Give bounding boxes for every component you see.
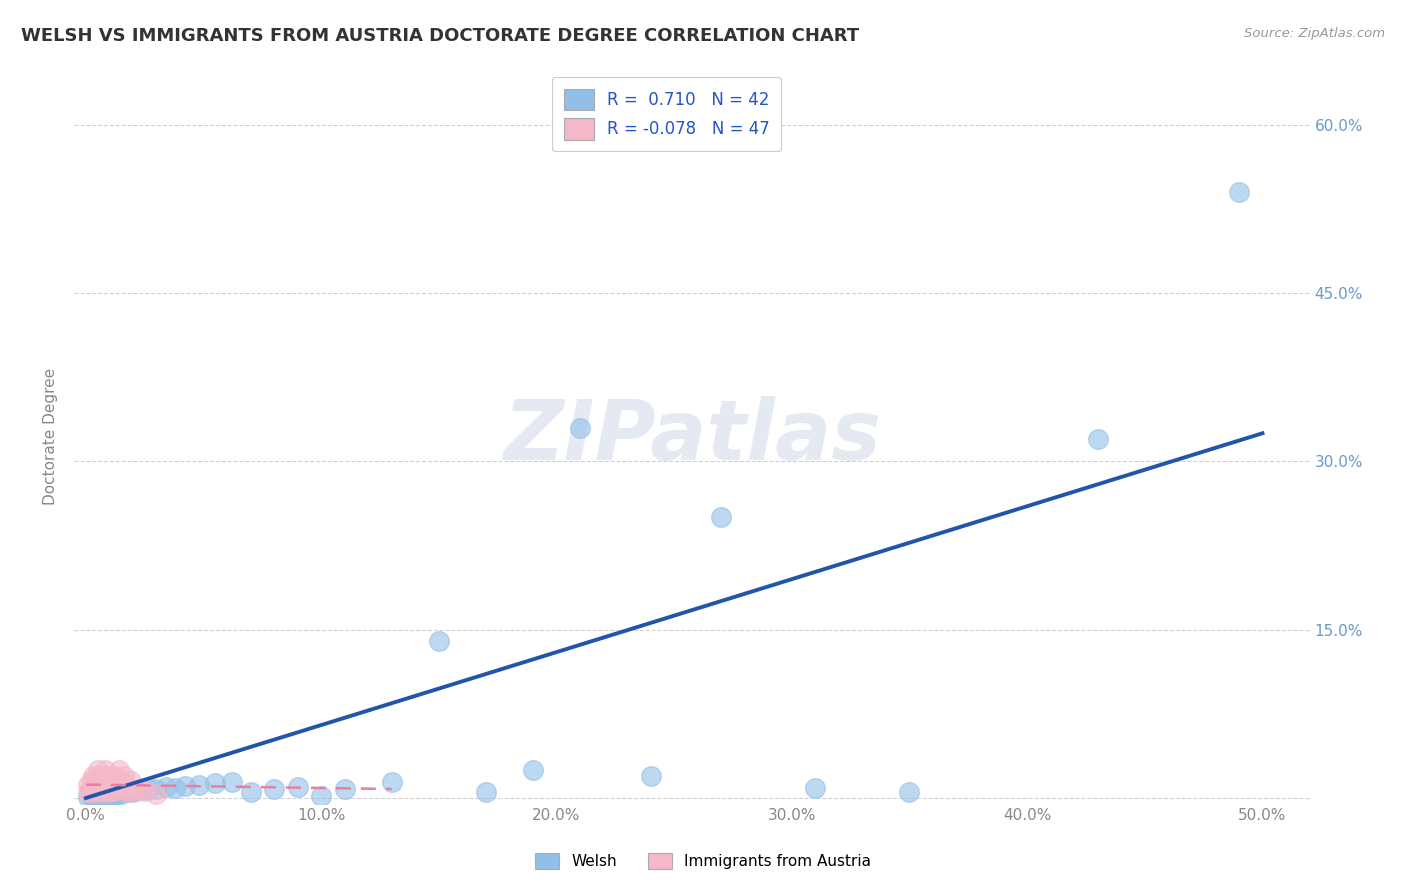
Point xyxy=(1227,185,1250,199)
Point xyxy=(427,633,450,648)
Point xyxy=(89,780,111,794)
Point xyxy=(110,774,132,789)
Point xyxy=(263,782,285,797)
Point xyxy=(86,774,108,789)
Point xyxy=(134,784,156,798)
Point xyxy=(117,780,139,794)
Point xyxy=(145,782,167,797)
Point xyxy=(569,420,592,434)
Point xyxy=(93,763,115,777)
Point xyxy=(91,771,114,785)
Point xyxy=(155,780,177,794)
Point xyxy=(82,783,104,797)
Point xyxy=(98,778,121,792)
Point xyxy=(77,778,100,792)
Point xyxy=(96,788,118,802)
Point xyxy=(105,778,128,792)
Point xyxy=(115,785,138,799)
Point xyxy=(124,784,146,798)
Point xyxy=(107,780,129,794)
Point xyxy=(122,785,145,799)
Point xyxy=(120,774,142,789)
Point xyxy=(96,768,118,782)
Point xyxy=(640,768,662,782)
Text: Source: ZipAtlas.com: Source: ZipAtlas.com xyxy=(1244,27,1385,40)
Point xyxy=(89,768,111,782)
Point xyxy=(309,789,332,803)
Legend: R =  0.710   N = 42, R = -0.078   N = 47: R = 0.710 N = 42, R = -0.078 N = 47 xyxy=(553,77,782,152)
Point xyxy=(204,776,226,790)
Point xyxy=(239,785,262,799)
Point xyxy=(173,779,195,793)
Point xyxy=(86,789,108,804)
Point xyxy=(287,780,309,794)
Point xyxy=(82,780,104,794)
Point xyxy=(381,775,404,789)
Point xyxy=(333,782,356,797)
Point xyxy=(98,785,121,799)
Point xyxy=(82,789,104,804)
Point xyxy=(127,782,149,797)
Point xyxy=(120,785,142,799)
Point xyxy=(110,782,132,797)
Point xyxy=(107,763,129,777)
Point xyxy=(91,783,114,797)
Point xyxy=(84,771,107,785)
Point xyxy=(86,782,108,797)
Point xyxy=(187,778,209,792)
Point xyxy=(84,784,107,798)
Point xyxy=(79,789,101,803)
Point xyxy=(138,782,160,797)
Point xyxy=(77,789,100,804)
Point xyxy=(84,789,107,803)
Point xyxy=(804,780,827,795)
Point xyxy=(93,789,115,803)
Point xyxy=(898,785,921,799)
Point xyxy=(131,783,153,797)
Point xyxy=(105,788,128,802)
Point xyxy=(103,784,125,798)
Point xyxy=(91,778,114,792)
Point xyxy=(1087,432,1109,446)
Point xyxy=(98,771,121,785)
Legend: Welsh, Immigrants from Austria: Welsh, Immigrants from Austria xyxy=(529,847,877,875)
Point xyxy=(112,778,135,792)
Point xyxy=(105,771,128,785)
Point xyxy=(77,785,100,799)
Point xyxy=(86,763,108,777)
Point xyxy=(93,782,115,797)
Point xyxy=(522,763,544,777)
Point xyxy=(93,774,115,789)
Point xyxy=(89,789,111,803)
Point xyxy=(103,787,125,801)
Point xyxy=(115,784,138,798)
Point xyxy=(79,782,101,797)
Point xyxy=(100,774,122,789)
Point xyxy=(100,782,122,797)
Point xyxy=(165,780,187,795)
Point xyxy=(100,788,122,802)
Point xyxy=(82,768,104,782)
Point xyxy=(145,787,167,801)
Point xyxy=(112,768,135,782)
Point xyxy=(475,785,498,799)
Point xyxy=(79,785,101,799)
Text: ZIPatlas: ZIPatlas xyxy=(503,395,880,476)
Point xyxy=(84,778,107,792)
Point xyxy=(79,774,101,789)
Point xyxy=(221,775,243,789)
Point xyxy=(103,768,125,782)
Text: WELSH VS IMMIGRANTS FROM AUSTRIA DOCTORATE DEGREE CORRELATION CHART: WELSH VS IMMIGRANTS FROM AUSTRIA DOCTORA… xyxy=(21,27,859,45)
Point xyxy=(96,780,118,794)
Point xyxy=(89,785,111,799)
Point xyxy=(710,510,733,524)
Point xyxy=(110,787,132,801)
Point xyxy=(91,788,114,802)
Y-axis label: Doctorate Degree: Doctorate Degree xyxy=(44,368,58,505)
Point xyxy=(98,789,121,803)
